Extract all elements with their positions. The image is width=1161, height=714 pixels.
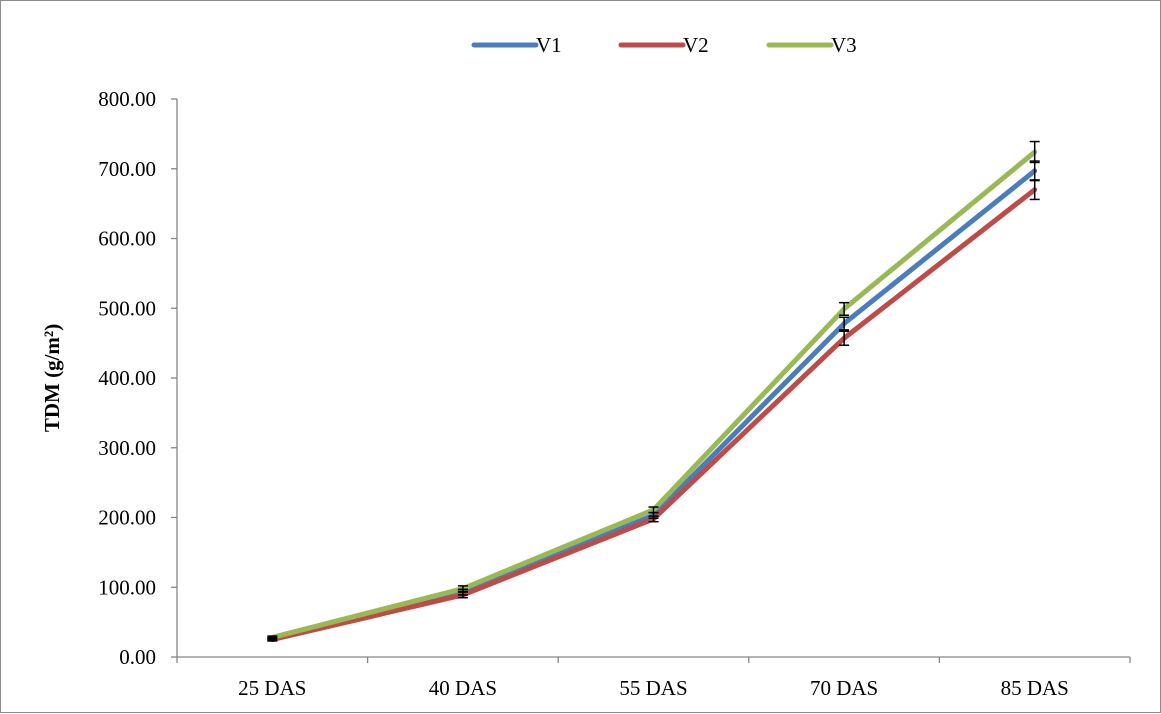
series-line-v1 — [269, 168, 1038, 642]
legend-label: V2 — [683, 33, 709, 57]
x-tick-label: 55 DAS — [619, 676, 687, 700]
x-tick-label: 70 DAS — [810, 676, 878, 700]
x-tick-label: 85 DAS — [1001, 676, 1069, 700]
y-tick-label: 500.00 — [98, 296, 156, 320]
y-tick-label: 300.00 — [98, 436, 156, 460]
legend-item-v3: V3 — [766, 33, 857, 57]
series-line-v3 — [269, 149, 1038, 640]
x-tick-label: 25 DAS — [238, 676, 306, 700]
y-axis-title: TDM (g/m²) — [40, 324, 64, 432]
legend-label: V3 — [831, 33, 857, 57]
plot-area: 0.00 100.00 200.00 300.00 400.00 500.00 600.00… — [98, 87, 1131, 700]
legend-item-v2: V2 — [618, 33, 709, 57]
y-tick-label: 100.00 — [98, 575, 156, 599]
y-tick-label: 600.00 — [98, 227, 156, 251]
y-tick-label: 400.00 — [98, 366, 156, 390]
x-tick-label: 40 DAS — [429, 676, 497, 700]
legend-label: V1 — [536, 33, 562, 57]
legend-item-v1: V1 — [471, 33, 562, 57]
y-tick-label: 800.00 — [98, 87, 156, 111]
y-tick-label: 700.00 — [98, 157, 156, 181]
y-tick-label: 200.00 — [98, 506, 156, 530]
series-line-v2 — [269, 187, 1038, 643]
legend: V1 V2 V3 — [471, 33, 857, 57]
y-tick-label: 0.00 — [119, 645, 156, 669]
